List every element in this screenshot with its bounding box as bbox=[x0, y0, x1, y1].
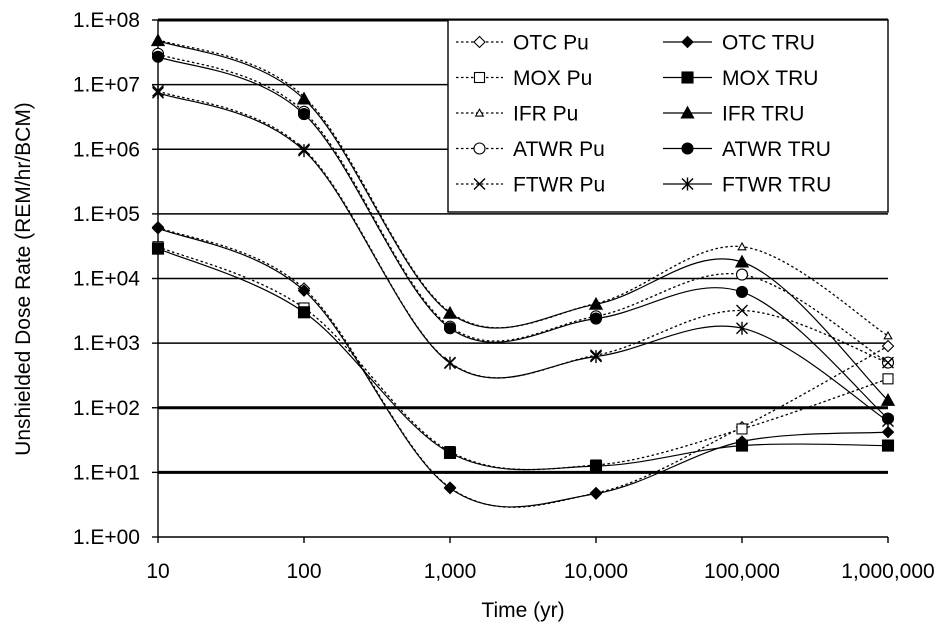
x-tick-label-0: 10 bbox=[146, 560, 169, 583]
y-tick-label-7: 1.E+07 bbox=[73, 74, 140, 97]
point-otc-tru-3 bbox=[589, 487, 603, 500]
series-otc-tru bbox=[151, 221, 895, 508]
point-otc-tru-2 bbox=[443, 481, 457, 495]
legend-marker-ftwr-tru bbox=[681, 177, 694, 191]
point-ifr-tru-0 bbox=[150, 33, 166, 47]
point-mox-tru-3 bbox=[589, 460, 603, 473]
point-atwr-tru-3 bbox=[589, 312, 603, 325]
point-ftwr-pu-4-stroke-b bbox=[736, 304, 748, 317]
y-tick-label-1: 1.E+01 bbox=[73, 461, 140, 484]
legend-label-otc-tru: OTC TRU bbox=[722, 32, 815, 55]
y-tick-label-6: 1.E+06 bbox=[73, 138, 140, 161]
series-mox-tru bbox=[151, 242, 895, 473]
point-otc-pu-5 bbox=[881, 339, 895, 353]
legend-label-otc-pu: OTC Pu bbox=[513, 32, 589, 55]
series-line-atwr-pu bbox=[157, 53, 889, 364]
point-mox-pu-4 bbox=[736, 423, 748, 435]
point-ftwr-pu-5 bbox=[882, 356, 894, 369]
legend-label-atwr-pu: ATWR Pu bbox=[513, 138, 605, 161]
point-atwr-tru-1 bbox=[297, 108, 311, 121]
y-tick-label-5: 1.E+05 bbox=[73, 203, 140, 226]
point-mox-tru-5 bbox=[881, 439, 895, 452]
point-ifr-tru-4 bbox=[734, 254, 750, 268]
legend-label-ftwr-tru: FTWR TRU bbox=[722, 174, 831, 197]
point-atwr-pu-4 bbox=[735, 268, 749, 281]
point-ftwr-pu-4 bbox=[736, 304, 748, 317]
legend-box bbox=[447, 19, 889, 213]
legend-marker-mox-tru bbox=[681, 71, 694, 84]
legend-marker-ftwr-pu-stroke-b bbox=[473, 178, 486, 190]
point-atwr-tru-2 bbox=[443, 322, 457, 335]
y-tick-labels: 1.E+00 1.E+01 1.E+02 1.E+03 1.E+04 1.E+05 1.E+… bbox=[73, 9, 140, 549]
y-tick-label-8: 1.E+08 bbox=[73, 9, 140, 32]
point-mox-pu-5 bbox=[882, 373, 894, 385]
y-tick-label-3: 1.E+03 bbox=[73, 332, 140, 355]
point-mox-tru-2 bbox=[443, 446, 457, 459]
y-axis-title: Unshielded Dose Rate (REM/hr/BCM) bbox=[12, 102, 35, 456]
series-ftwr-tru bbox=[152, 86, 894, 428]
point-atwr-tru-4 bbox=[735, 285, 749, 298]
series-line-ftwr-pu bbox=[157, 90, 889, 379]
point-ifr-tru-3 bbox=[588, 296, 604, 310]
x-tick-labels: 10 100 1,000 10,000 100,000 1,000,000 bbox=[146, 560, 934, 583]
y-tick-label-2: 1.E+02 bbox=[73, 397, 140, 420]
point-ftwr-tru-0 bbox=[152, 86, 164, 100]
series-line-ftwr-tru bbox=[157, 92, 889, 422]
legend-label-mox-pu: MOX Pu bbox=[513, 67, 592, 90]
series-line-mox-tru bbox=[157, 248, 889, 471]
point-atwr-tru-0 bbox=[151, 50, 165, 63]
y-tick-label-0: 1.E+00 bbox=[73, 526, 140, 549]
legend-marker-atwr-tru bbox=[681, 142, 694, 155]
legend-label-ifr-tru: IFR TRU bbox=[722, 103, 804, 126]
legend-label-mox-tru: MOX TRU bbox=[722, 67, 818, 90]
series-line-ifr-tru bbox=[157, 40, 889, 401]
x-tick-label-2: 1,000 bbox=[424, 560, 477, 583]
point-ifr-tru-2 bbox=[442, 305, 458, 319]
legend-label-ifr-pu: IFR Pu bbox=[513, 103, 578, 126]
legend-marker-ftwr-pu bbox=[473, 178, 486, 190]
point-ftwr-tru-5 bbox=[882, 414, 894, 428]
legend-marker-otc-tru bbox=[681, 35, 694, 49]
point-mox-tru-0 bbox=[151, 242, 165, 255]
point-otc-tru-0 bbox=[151, 221, 165, 235]
series-line-otc-pu bbox=[157, 226, 889, 508]
series-line-otc-tru bbox=[157, 227, 889, 508]
point-mox-tru-1 bbox=[297, 306, 311, 319]
legend-label-ftwr-pu: FTWR Pu bbox=[513, 174, 605, 197]
x-tick-label-3: 10,000 bbox=[564, 560, 628, 583]
axes bbox=[152, 19, 889, 543]
y-tick-label-4: 1.E+04 bbox=[73, 268, 140, 291]
series-otc-pu bbox=[151, 221, 895, 508]
legend-marker-atwr-pu bbox=[473, 142, 486, 155]
legend-marker-ifr-tru bbox=[680, 105, 695, 119]
point-ifr-tru-5 bbox=[880, 393, 896, 406]
x-axis-title: Time (yr) bbox=[481, 599, 564, 622]
x-tick-label-1: 100 bbox=[286, 560, 321, 583]
x-tick-label-5: 1,000,000 bbox=[841, 560, 934, 583]
series-ifr-tru bbox=[150, 33, 896, 406]
point-otc-tru-1 bbox=[297, 284, 311, 297]
point-ftwr-tru-2 bbox=[444, 356, 456, 370]
point-ftwr-tru-3 bbox=[590, 350, 602, 364]
point-ftwr-tru-4 bbox=[736, 321, 748, 335]
legend-label-atwr-tru: ATWR TRU bbox=[722, 138, 831, 161]
point-ifr-tru-1 bbox=[296, 91, 312, 105]
point-mox-tru-4 bbox=[735, 439, 749, 452]
point-ftwr-pu-5-stroke-b bbox=[882, 356, 894, 369]
legend: OTC Pu OTC TRU MOX Pu MOX TRU IFR Pu IFR TRU A… bbox=[447, 19, 889, 213]
legend-marker-otc-pu bbox=[473, 35, 486, 49]
point-otc-tru-5 bbox=[881, 425, 895, 439]
series-lines bbox=[150, 33, 896, 508]
point-ifr-pu-5 bbox=[883, 330, 893, 340]
legend-marker-mox-pu bbox=[473, 71, 486, 84]
point-ftwr-tru-1 bbox=[298, 144, 310, 158]
x-tick-label-4: 100,000 bbox=[704, 560, 780, 583]
point-ifr-pu-4 bbox=[737, 241, 747, 251]
legend-marker-ifr-pu bbox=[474, 108, 485, 117]
